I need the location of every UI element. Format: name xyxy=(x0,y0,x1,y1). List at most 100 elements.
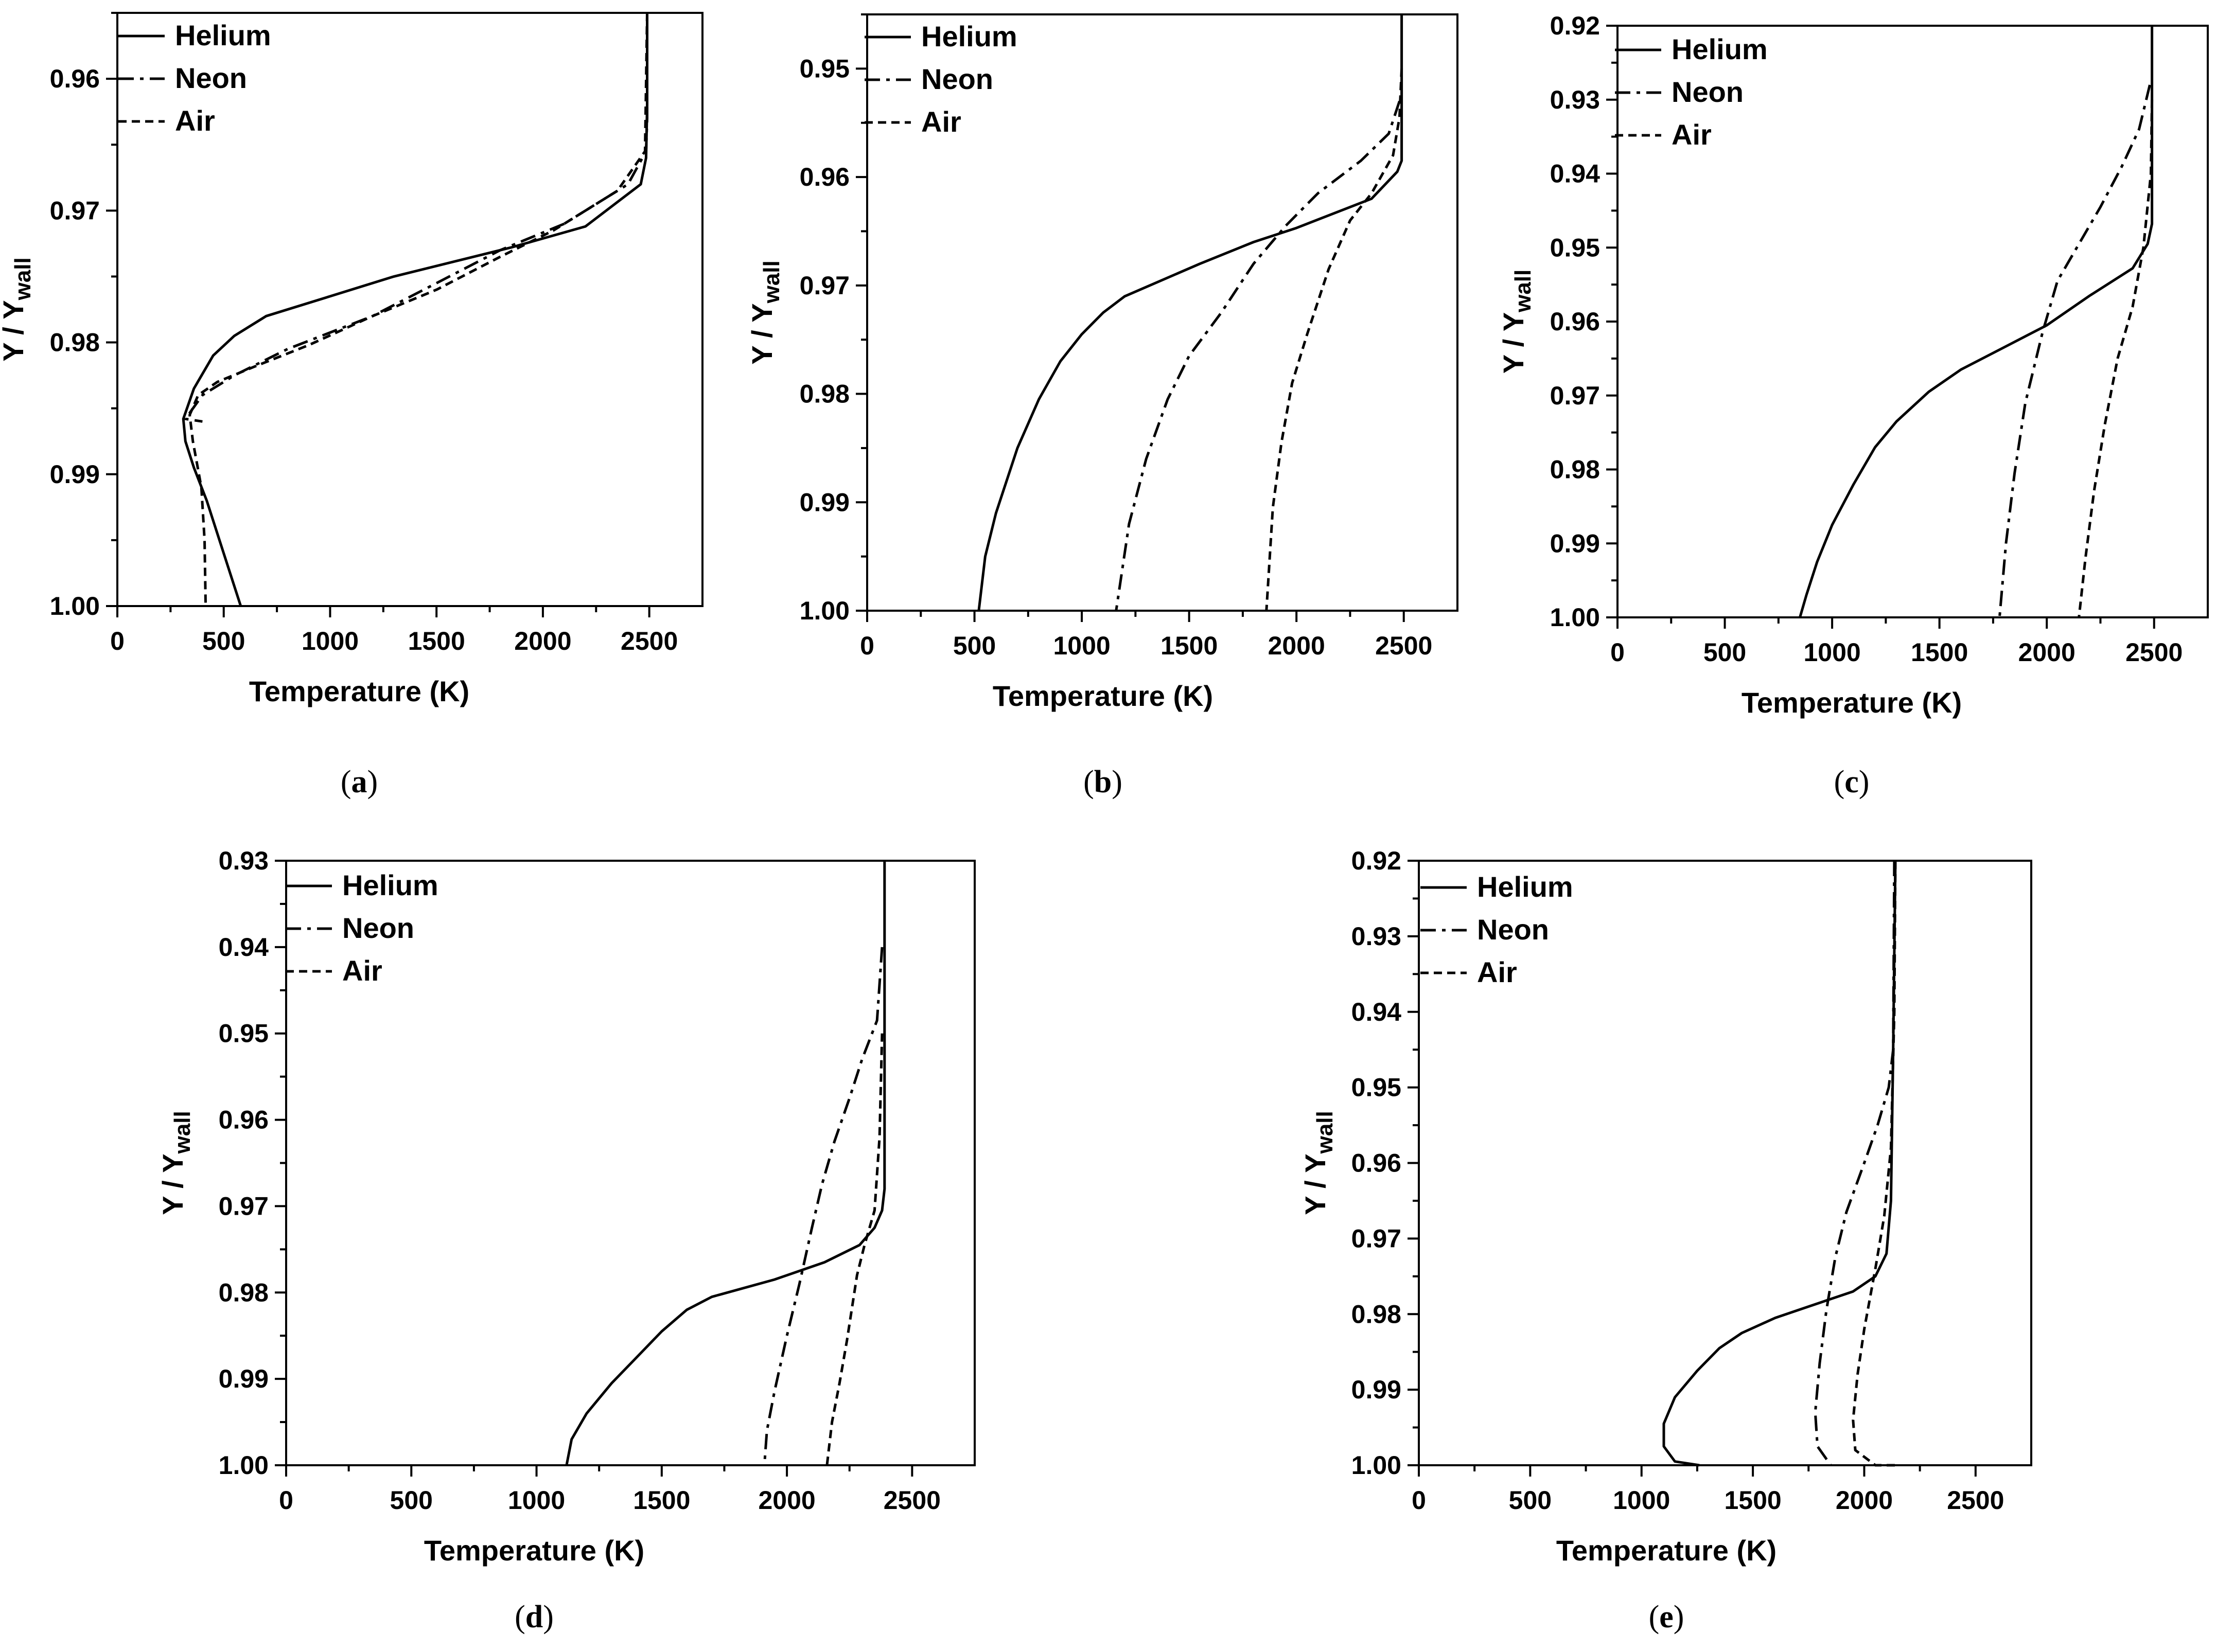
x-tick-label: 1500 xyxy=(1160,631,1218,660)
x-tick-label: 1500 xyxy=(1724,1486,1781,1515)
series-line-helium xyxy=(565,861,886,1466)
y-axis-title: Y / Ywall xyxy=(1299,1111,1338,1215)
x-tick-label: 1000 xyxy=(302,627,359,655)
series-line-air xyxy=(1852,860,1898,1467)
y-tick-label: 0.99 xyxy=(1550,529,1600,558)
x-tick-label: 1500 xyxy=(1911,638,1968,667)
series-line-neon xyxy=(1814,860,1896,1466)
y-axis-title-subscript: wall xyxy=(1510,270,1536,313)
legend-label-neon: Neon xyxy=(342,912,414,944)
y-tick-label: 0.94 xyxy=(219,933,269,962)
series-line-neon xyxy=(184,13,648,423)
y-tick-label: 0.93 xyxy=(1351,922,1401,951)
chart-panel-e: 0 500 1000 1500 2000 2500 0.92 0.93 0.94 0.95 0.96… xyxy=(1299,846,2032,1635)
y-axis-title: Y / Ywall xyxy=(156,1111,195,1215)
x-tick-label: 500 xyxy=(1703,638,1746,667)
y-axis-title: Y / Ywall xyxy=(746,260,784,365)
x-tick-label: 0 xyxy=(860,631,874,660)
legend: Helium Neon Air xyxy=(1420,871,1573,988)
x-tick-label: 1000 xyxy=(1053,631,1110,660)
x-tick-label: 500 xyxy=(1509,1486,1552,1515)
y-tick-label: 0.96 xyxy=(1351,1149,1401,1178)
legend-label-helium: Helium xyxy=(1477,871,1573,903)
y-tick-label: 0.92 xyxy=(1550,11,1600,40)
series-line-helium xyxy=(1662,860,1897,1467)
y-tick-label: 0.95 xyxy=(1351,1073,1401,1102)
x-tick-label: 2500 xyxy=(621,627,678,655)
y-tick-label: 1.00 xyxy=(1550,603,1600,632)
y-tick-label: 1.00 xyxy=(1351,1451,1401,1480)
legend-label-air: Air xyxy=(1477,956,1517,988)
y-axis-title-main: Y / Y xyxy=(1497,312,1529,374)
x-tick-label: 1500 xyxy=(633,1486,690,1515)
y-tick-label: 0.94 xyxy=(1550,159,1601,188)
y-tick-label: 0.96 xyxy=(50,64,100,93)
y-axis-title-main: Y / Y xyxy=(156,1153,189,1215)
x-tick-label: 500 xyxy=(390,1486,433,1515)
y-tick-label: 0.94 xyxy=(1351,998,1402,1026)
x-axis-title: Temperature (K) xyxy=(1742,686,1962,719)
y-axis-title-subscript: wall xyxy=(759,260,784,304)
series-line-helium xyxy=(977,14,1403,611)
legend-label-helium: Helium xyxy=(342,869,438,901)
y-tick-label: 0.98 xyxy=(219,1278,269,1307)
x-tick-label: 2500 xyxy=(1375,631,1432,660)
y-axis-title-main: Y / Y xyxy=(746,303,778,364)
x-tick-label: 1000 xyxy=(508,1486,565,1515)
y-axis-title-subscript: wall xyxy=(10,257,36,300)
plot-frame xyxy=(1418,860,2032,1466)
legend-label-air: Air xyxy=(1672,118,1712,151)
x-tick-label: 2000 xyxy=(1268,631,1325,660)
legend: Helium Neon Air xyxy=(1615,33,1768,151)
x-tick-label: 1000 xyxy=(1613,1486,1670,1515)
x-tick-label: 2000 xyxy=(2018,638,2076,667)
panel-label: (d) xyxy=(515,1600,554,1635)
y-axis-title-main: Y / Y xyxy=(0,300,29,361)
y-axis-title: Y / Ywall xyxy=(1497,270,1536,374)
x-tick-label: 1000 xyxy=(1803,638,1860,667)
series-line-air xyxy=(2078,99,2154,618)
x-tick-label: 500 xyxy=(953,631,996,660)
plot-frame xyxy=(866,13,1458,612)
x-axis-title: Temperature (K) xyxy=(424,1534,644,1567)
y-tick-label: 0.95 xyxy=(1550,233,1600,262)
legend-label-neon: Neon xyxy=(921,63,993,95)
legend: Helium Neon Air xyxy=(286,869,438,987)
legend-label-air: Air xyxy=(342,954,382,987)
x-axis-title: Temperature (K) xyxy=(993,680,1213,712)
x-tick-label: 0 xyxy=(279,1486,293,1515)
legend-label-air: Air xyxy=(175,104,215,137)
y-tick-label: 0.99 xyxy=(1351,1375,1401,1404)
y-axis-title-subscript: wall xyxy=(1312,1111,1338,1154)
series-line-air xyxy=(1265,68,1403,611)
y-tick-label: 0.99 xyxy=(800,488,850,517)
y-tick-label: 0.98 xyxy=(1351,1300,1401,1328)
chart-panel-d: 0 500 1000 1500 2000 2500 0.93 0.94 0.95 0.96 0.97… xyxy=(156,846,976,1635)
y-axis-title: Y / Ywall xyxy=(0,257,36,362)
chart-panel-c: 0 500 1000 1500 2000 2500 0.92 0.93 0.94 0.95 0.96… xyxy=(1497,11,2209,800)
plot-frame xyxy=(116,12,704,607)
series-line-air xyxy=(825,1033,884,1466)
legend: Helium Neon Air xyxy=(118,19,271,137)
y-tick-label: 0.98 xyxy=(1550,455,1600,484)
plot-frame xyxy=(1616,25,2209,618)
x-tick-label: 0 xyxy=(1412,1486,1426,1515)
y-tick-label: 0.99 xyxy=(219,1364,269,1393)
panel-label: (e) xyxy=(1649,1600,1684,1635)
y-tick-label: 0.97 xyxy=(219,1192,269,1220)
legend-label-air: Air xyxy=(921,105,961,138)
y-axis-title-subscript: wall xyxy=(170,1111,195,1154)
chart-panel-b: 0 500 1000 1500 2000 2500 0.95 0.96 0.97 0.98 0.99… xyxy=(746,13,1458,800)
legend-label-helium: Helium xyxy=(175,19,271,51)
x-axis-title: Temperature (K) xyxy=(249,675,469,707)
series-line-helium xyxy=(182,13,648,607)
y-tick-label: 0.98 xyxy=(800,380,850,408)
x-tick-label: 2500 xyxy=(1947,1486,2004,1515)
legend-label-neon: Neon xyxy=(1672,76,1744,108)
panel-label: (b) xyxy=(1083,765,1122,800)
panel-label: (c) xyxy=(1834,765,1870,800)
series-line-neon xyxy=(763,947,884,1466)
series-line-neon xyxy=(1115,100,1401,611)
series-line-neon xyxy=(1998,84,2151,618)
